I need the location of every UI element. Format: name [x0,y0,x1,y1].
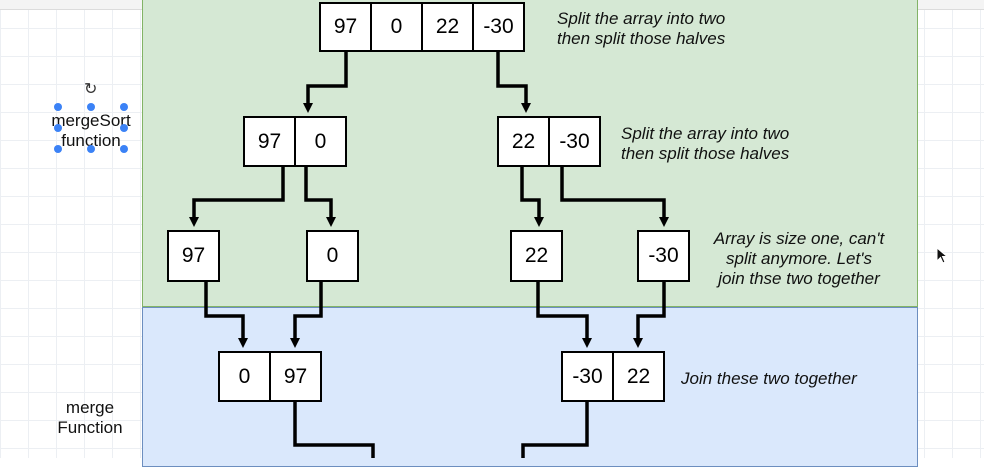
arrow [290,282,323,348]
array-cell[interactable]: 97 [269,351,322,402]
note-line: join thse two together [718,269,880,288]
arrow [633,282,666,348]
arrow [189,167,285,227]
note-line: split anymore. Let's [726,249,872,268]
array-cell[interactable]: 97 [319,2,372,52]
array-cell[interactable]: 0 [218,351,271,402]
selection-handle[interactable] [54,145,62,153]
array-cell[interactable]: -30 [472,2,525,52]
array-cell[interactable]: -30 [637,230,690,282]
arrow [303,52,348,113]
mouse-pointer-icon [936,247,948,264]
connector-line [521,402,589,458]
array-cell[interactable]: -30 [548,116,601,167]
merge-function-label[interactable]: merge Function [40,398,140,438]
note-line: Split the array into two [621,124,790,143]
array-cell[interactable]: 0 [294,116,347,167]
selection-handle[interactable] [54,124,62,132]
array-cell[interactable]: 22 [612,351,665,402]
arrow [520,167,544,227]
arrow [304,167,336,227]
label-line: function [61,131,121,150]
array-cell[interactable]: 22 [510,230,563,282]
array-cell[interactable]: 97 [167,230,220,282]
array-cell[interactable]: 22 [497,116,550,167]
arrow [536,282,592,348]
arrow [560,167,669,227]
note-line: then split those halves [621,144,790,163]
array-cell[interactable]: -30 [561,351,614,402]
split-note[interactable]: Split the array into two then split thos… [557,9,725,49]
merge-sort-function-label[interactable]: mergeSort function [44,111,138,151]
label-line: mergeSort [51,111,131,130]
note-line: Array is size one, can't [713,229,885,248]
selection-handle[interactable] [120,124,128,132]
arrow [496,52,531,113]
split-note[interactable]: Split the array into two then split thos… [621,124,789,164]
label-line: Function [57,418,123,437]
note-line: then split those halves [557,29,726,48]
array-cell[interactable]: 0 [306,230,359,282]
size-one-note[interactable]: Array is size one, can't split anymore. … [706,229,892,289]
join-note[interactable]: Join these two together [681,369,857,388]
note-line: Split the array into two [557,9,726,28]
selection-handle[interactable] [120,145,128,153]
array-cell[interactable]: 97 [243,116,296,167]
rotate-handle-icon[interactable]: ↻ [84,81,98,98]
selection-handle[interactable] [120,103,128,111]
array-cell[interactable]: 0 [370,2,423,52]
array-cell[interactable]: 22 [421,2,474,52]
arrow [204,282,248,348]
label-line: merge [65,398,115,417]
selection-handle[interactable] [87,145,95,153]
connector-line [293,402,375,458]
selection-handle[interactable] [54,103,62,111]
selection-handle[interactable] [87,103,95,111]
